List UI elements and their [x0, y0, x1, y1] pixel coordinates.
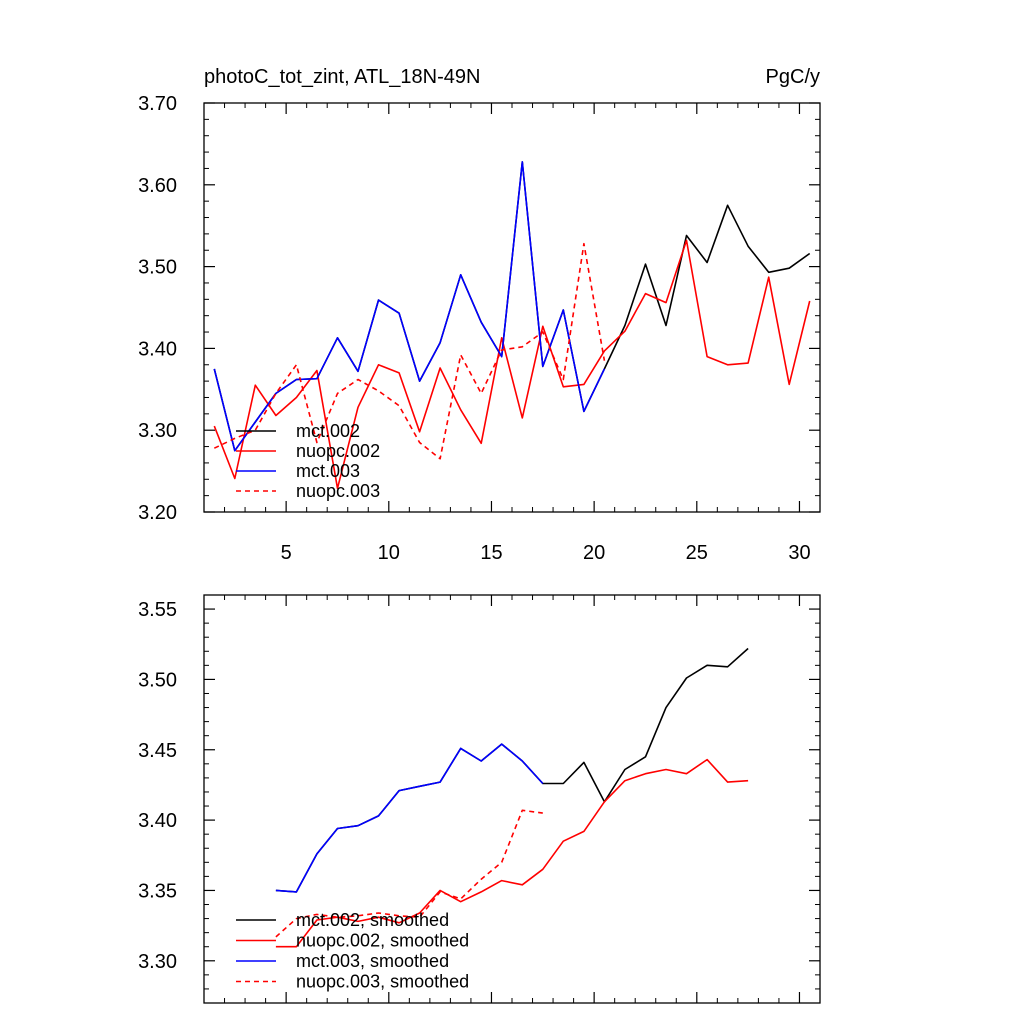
- x-tick-label: 20: [583, 542, 605, 564]
- series-line-mct-002: [213, 161, 811, 452]
- x-tick-label: 15: [480, 542, 502, 564]
- legend-label: mct.002: [296, 421, 360, 441]
- series-line-nuopc-002-smoothed: [275, 758, 749, 948]
- x-tick-label: 10: [378, 542, 400, 564]
- top-panel-chart: photoC_tot_zint, ATL_18N-49N PgC/y 5 10 15…: [138, 66, 821, 564]
- legend-label: mct.003: [296, 461, 360, 481]
- y-tick-label: 3.50: [138, 257, 177, 279]
- chart-units: PgC/y: [766, 66, 820, 88]
- y-tick-label: 3.70: [138, 93, 177, 115]
- bottom-panel-chart: 3.30 3.35 3.40 3.45 3.50 3.55 mct.002, smoothe…: [138, 594, 821, 1004]
- legend-label: mct.003, smoothed: [296, 951, 449, 971]
- series-line-mct-002-smoothed: [275, 647, 749, 893]
- y-tick-label: 3.20: [138, 502, 177, 524]
- series-line-nuopc-002: [213, 239, 811, 490]
- legend-label: nuopc.003, smoothed: [296, 972, 469, 992]
- y-tick-label: 3.40: [138, 810, 177, 832]
- series-line-mct-003: [213, 161, 606, 452]
- y-tick-label: 3.30: [138, 420, 177, 442]
- chart-title: photoC_tot_zint, ATL_18N-49N: [204, 66, 480, 88]
- series-line-nuopc-003-smoothed: [275, 809, 543, 938]
- y-tick-label: 3.35: [138, 880, 177, 902]
- series-line-nuopc-003: [213, 242, 606, 460]
- x-tick-label: 25: [686, 542, 708, 564]
- y-tick-label: 3.60: [138, 175, 177, 197]
- series-line-mct-003-smoothed: [275, 743, 544, 893]
- legend-label: nuopc.003: [296, 481, 380, 501]
- x-tick-label: 5: [281, 542, 292, 564]
- legend-label: nuopc.002, smoothed: [296, 931, 469, 951]
- y-tick-label: 3.55: [138, 599, 177, 621]
- y-tick-label: 3.45: [138, 740, 177, 762]
- y-tick-label: 3.30: [138, 951, 177, 973]
- legend-label: nuopc.002: [296, 441, 380, 461]
- x-tick-label: 30: [788, 542, 810, 564]
- y-tick-label: 3.40: [138, 338, 177, 360]
- legend-label: mct.002, smoothed: [296, 910, 449, 930]
- y-tick-label: 3.50: [138, 669, 177, 691]
